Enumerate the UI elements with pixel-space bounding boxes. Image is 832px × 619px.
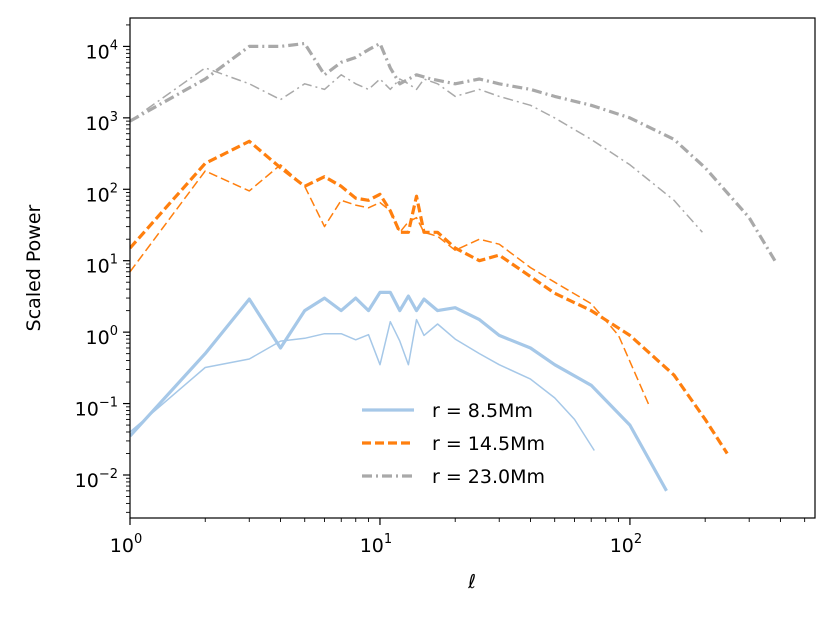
y-tick-label: 10−2	[75, 467, 118, 492]
y-tick-label: 102	[86, 181, 118, 206]
x-tick-label-exponent: 2	[634, 532, 642, 547]
y-tick-label-exponent: −1	[99, 396, 118, 411]
y-tick-label-base: 10	[75, 470, 99, 492]
plot-area	[130, 41, 777, 492]
y-axis-label: Scaled Power	[23, 204, 45, 331]
x-tick-label-exponent: 1	[384, 532, 392, 547]
y-tick-label-base: 10	[86, 184, 110, 206]
y-tick-label-base: 10	[75, 399, 99, 421]
y-tick-label-exponent: 0	[110, 324, 118, 339]
y-tick-label: 103	[86, 110, 118, 135]
x-tick-label-base: 10	[610, 535, 634, 557]
x-tick-label: 102	[610, 532, 642, 557]
y-tick-label-exponent: 4	[110, 38, 118, 53]
legend-label: r = 8.5Mm	[432, 400, 533, 422]
y-tick-label: 104	[86, 38, 118, 63]
y-tick-label-base: 10	[86, 256, 110, 278]
y-tick-label-exponent: 2	[110, 181, 118, 196]
x-tick-label-base: 10	[110, 535, 134, 557]
y-tick-label-exponent: 3	[110, 110, 118, 125]
series-line-1	[130, 318, 595, 451]
y-tick-label-exponent: −2	[99, 467, 118, 482]
y-tick-label: 100	[86, 324, 118, 349]
y-tick-label-exponent: 1	[110, 253, 118, 268]
y-tick-label: 10−1	[75, 396, 118, 421]
x-tick-label-exponent: 0	[134, 532, 142, 547]
y-tick-label-base: 10	[86, 327, 110, 349]
series-line-2	[130, 139, 729, 455]
series-line-0	[130, 290, 668, 492]
x-tick-label-base: 10	[360, 535, 384, 557]
legend: r = 8.5Mm r = 14.5Mm r = 23.0Mm	[362, 400, 545, 488]
series-line-5	[130, 67, 703, 233]
y-tick-label-base: 10	[86, 41, 110, 63]
x-axis-label: ℓ	[467, 571, 476, 593]
series-line-3	[130, 164, 651, 408]
x-tick-label: 101	[360, 532, 392, 557]
y-tick-label: 101	[86, 253, 118, 278]
legend-label: r = 23.0Mm	[432, 466, 545, 488]
legend-label: r = 14.5Mm	[432, 433, 545, 455]
y-tick-label-base: 10	[86, 113, 110, 135]
series-line-4	[130, 41, 777, 262]
x-tick-label: 100	[110, 532, 142, 557]
